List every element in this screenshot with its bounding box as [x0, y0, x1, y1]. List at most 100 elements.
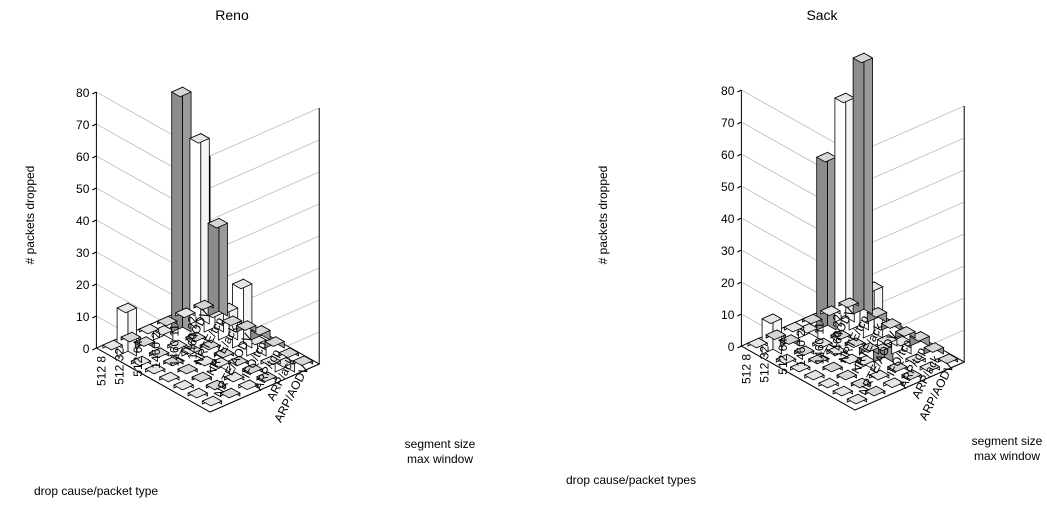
- depth-axis-label-line: max window: [407, 452, 473, 466]
- bar-top: [783, 321, 805, 333]
- bar-top: [832, 385, 854, 397]
- z-tick: [92, 283, 97, 287]
- bar: [846, 393, 868, 405]
- bar-face: [189, 132, 202, 325]
- z-tick: [92, 315, 97, 319]
- bar: [779, 334, 801, 347]
- bar: [219, 387, 241, 399]
- bar: [241, 363, 263, 375]
- bar-top: [199, 339, 221, 351]
- z-tick-label: 20: [76, 278, 90, 292]
- bar: [201, 395, 223, 407]
- bar-top: [850, 377, 872, 389]
- bar-top: [144, 363, 166, 375]
- bar-top: [747, 337, 769, 349]
- bar-top: [134, 336, 156, 347]
- bar-top: [158, 371, 180, 383]
- z-tick: [92, 91, 97, 95]
- bar-top: [797, 323, 819, 334]
- depth-axis-label-line: max window: [974, 449, 1040, 463]
- z-tick: [737, 313, 742, 317]
- bar: [844, 337, 866, 349]
- bar-top: [249, 325, 271, 336]
- bar: [102, 339, 124, 351]
- bar: [858, 342, 880, 355]
- bar-top: [866, 307, 888, 318]
- z-tick-label: 0: [728, 340, 735, 354]
- bar: [937, 353, 959, 365]
- bar-top: [854, 355, 876, 366]
- bar-top: [292, 355, 314, 367]
- bar-top: [844, 337, 866, 349]
- bar: [256, 371, 278, 383]
- bar-top: [876, 334, 898, 345]
- bar: [834, 92, 856, 323]
- bar-top: [864, 385, 886, 397]
- bar-face: [171, 86, 184, 333]
- bar-face: [207, 217, 220, 317]
- z-tick-label: 70: [76, 118, 90, 132]
- bar: [278, 347, 300, 359]
- depth-label-1460-2: 1460 2: [794, 330, 808, 367]
- bar-top: [185, 331, 207, 343]
- bar-top: [886, 361, 908, 373]
- bar-top: [191, 371, 213, 383]
- z-tick: [737, 185, 742, 189]
- bar: [838, 297, 860, 309]
- z-tick-label: 50: [76, 182, 90, 196]
- bar: [905, 353, 927, 365]
- bar: [209, 356, 231, 373]
- bar-top: [193, 299, 215, 311]
- z-axis-label: # packets dropped: [596, 166, 610, 265]
- bar: [818, 377, 840, 389]
- bar: [880, 318, 902, 331]
- bar: [120, 331, 142, 343]
- bar: [789, 361, 811, 373]
- bar-top: [919, 361, 941, 373]
- bar: [158, 371, 180, 383]
- bar: [886, 361, 908, 373]
- bar: [830, 329, 852, 341]
- bar-face: [816, 151, 828, 331]
- bar-top: [260, 355, 282, 367]
- bar: [801, 313, 823, 325]
- z-tick: [737, 89, 742, 93]
- depth-label-1460-2: 1460 2: [149, 332, 163, 369]
- bar-top: [148, 347, 170, 359]
- bar-top: [195, 355, 217, 367]
- bar-top: [822, 361, 844, 373]
- z-axis-label: # packets dropped: [23, 166, 37, 265]
- bar-top: [905, 353, 927, 365]
- bar-top: [775, 353, 797, 365]
- bar: [174, 307, 196, 319]
- bar-top: [256, 371, 278, 383]
- bar-top: [174, 307, 196, 319]
- bar: [162, 355, 184, 367]
- z-tick-label: 10: [721, 308, 735, 322]
- bar: [815, 151, 837, 331]
- bar: [868, 369, 890, 381]
- z-tick-label: 40: [721, 212, 735, 226]
- depth-label-512-8: 512 8: [95, 356, 109, 386]
- z-tick-label: 40: [76, 214, 90, 228]
- bar: [807, 353, 829, 365]
- bar: [819, 305, 841, 317]
- bar: [864, 385, 886, 397]
- bar: [775, 353, 797, 365]
- bar: [173, 379, 195, 391]
- bar: [840, 353, 862, 365]
- bar-top: [909, 331, 931, 342]
- bar: [156, 315, 178, 327]
- bar: [152, 324, 174, 341]
- bar-top: [811, 337, 833, 349]
- bar-top: [235, 320, 257, 331]
- depth-label-512-64: 512 64: [131, 340, 145, 377]
- bar: [852, 52, 874, 315]
- bar-top: [201, 395, 223, 407]
- bar: [138, 323, 160, 335]
- bar-top: [274, 357, 296, 368]
- bar: [803, 369, 825, 381]
- bar: [826, 345, 848, 357]
- bar-top: [807, 353, 829, 365]
